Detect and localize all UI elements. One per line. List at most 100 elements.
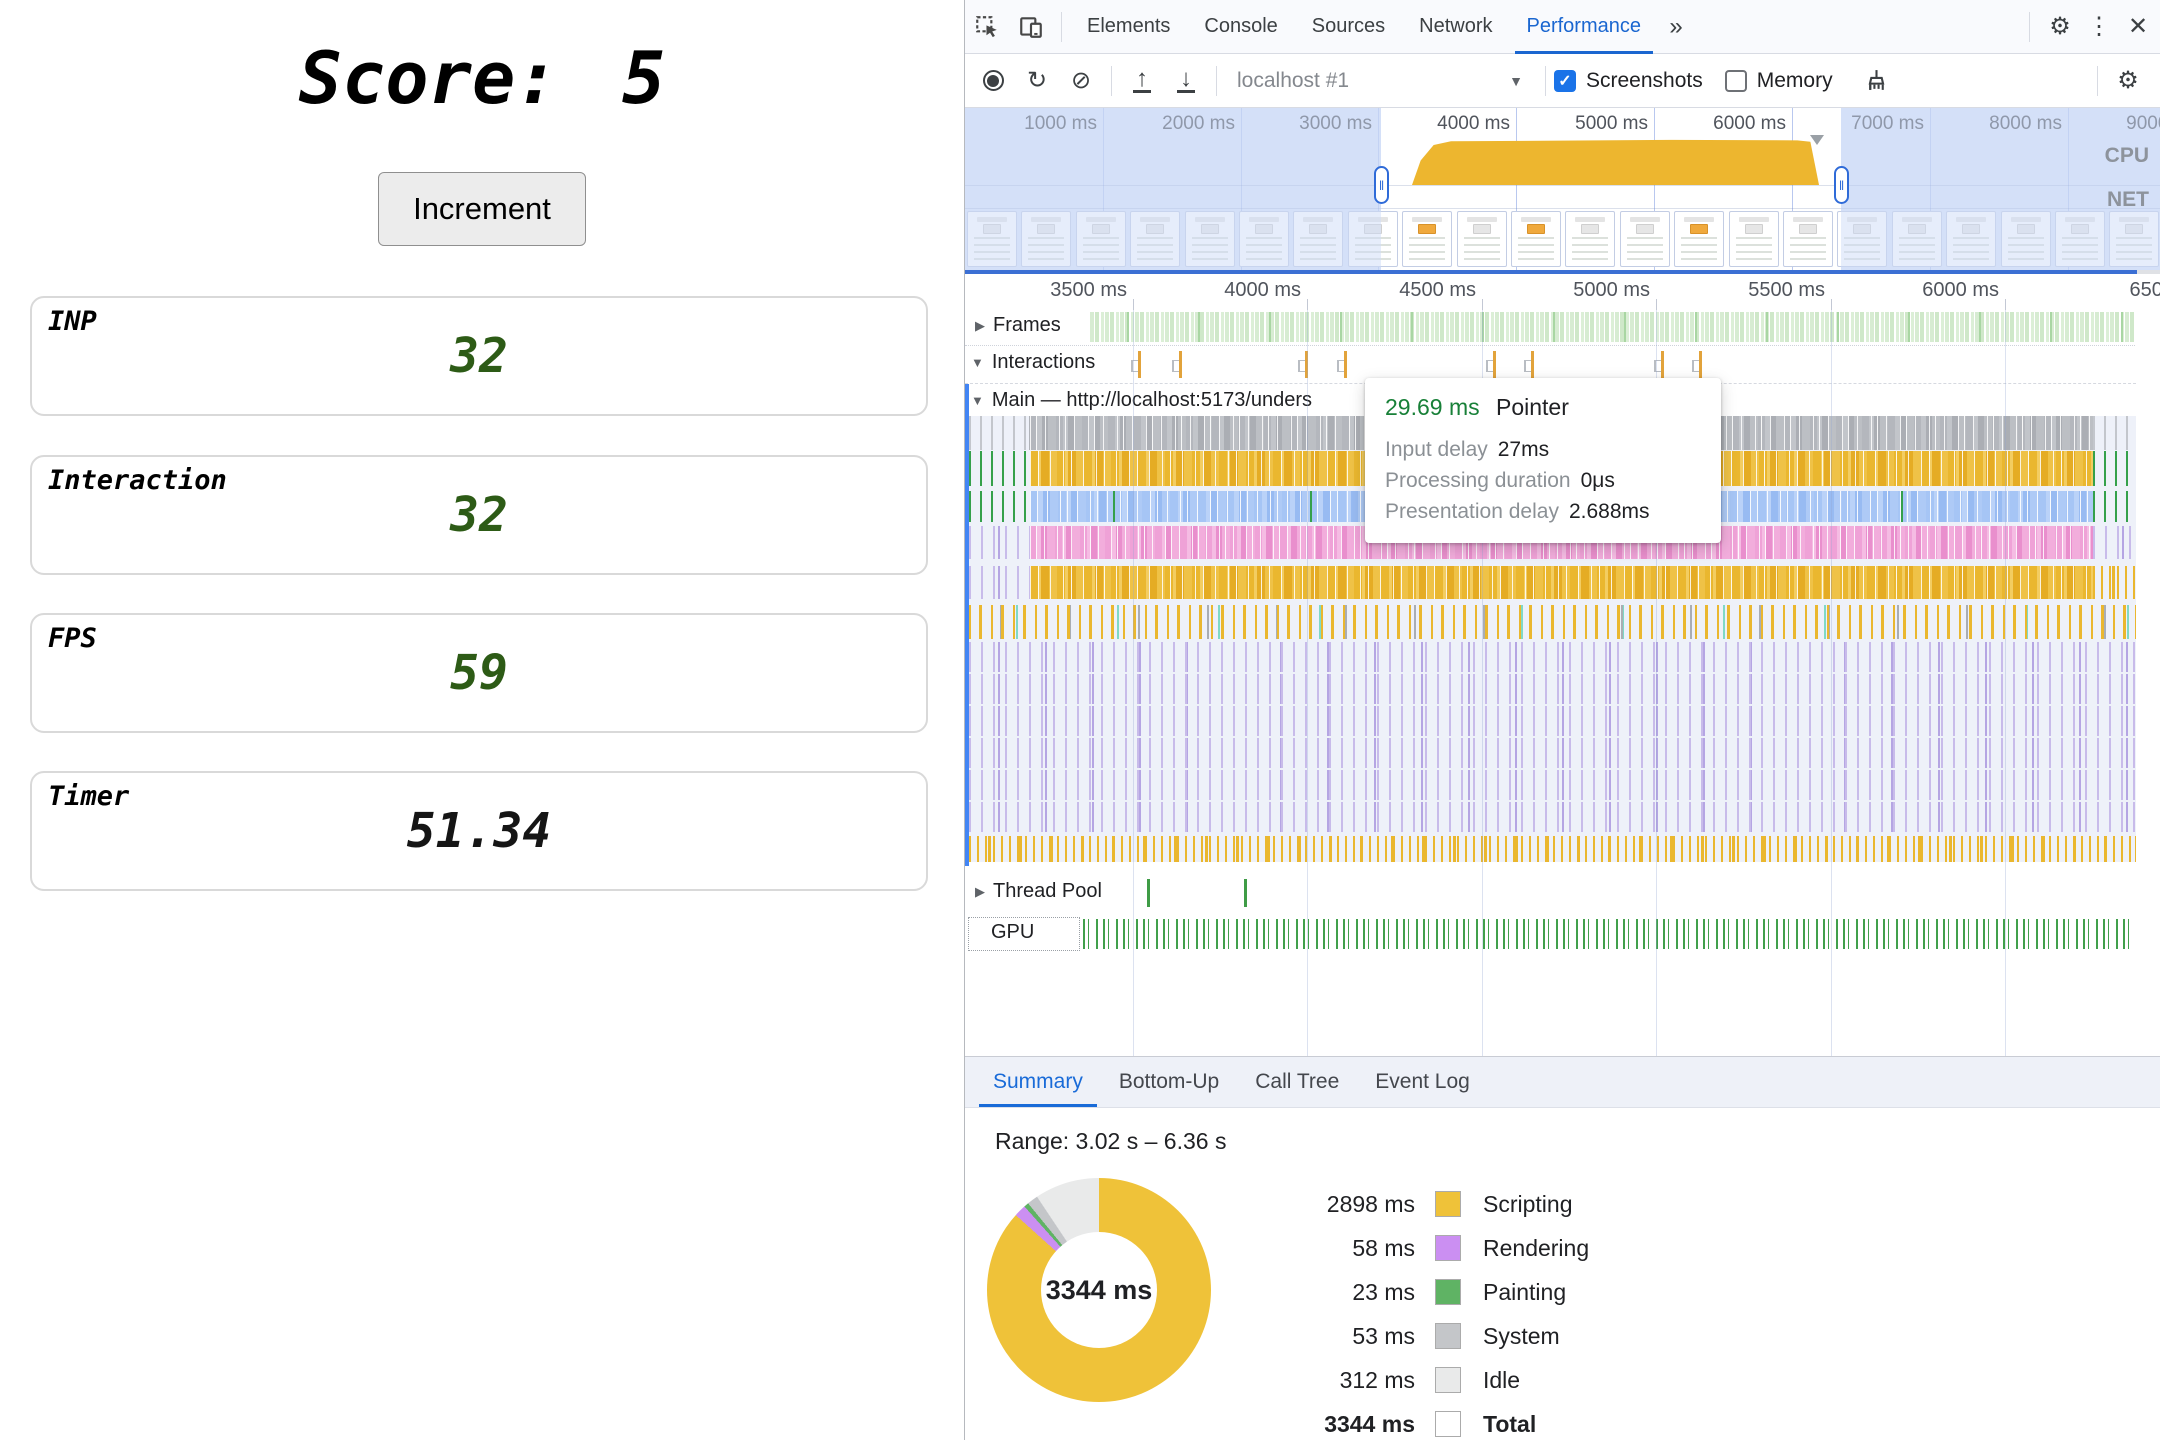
bottom-tab-summary[interactable]: Summary <box>975 1057 1101 1107</box>
load-profile-icon[interactable]: ↑ <box>1120 59 1164 103</box>
legend-label: Scripting <box>1483 1190 1573 1217</box>
main-track-label: Main — http://localhost:5173/unders <box>991 388 1313 411</box>
interaction-marker[interactable] <box>1337 351 1347 378</box>
interaction-marker[interactable] <box>1654 351 1664 378</box>
frames-track-header[interactable]: ▶ Frames <box>973 314 1069 337</box>
tab-console[interactable]: Console <box>1204 15 1278 37</box>
tab-performance[interactable]: Performance <box>1510 0 1659 54</box>
thread-pool-track[interactable]: ▶ Thread Pool <box>965 875 2160 912</box>
legend-swatch <box>1435 1191 1461 1217</box>
kebab-menu-icon[interactable]: ⋮ <box>2087 13 2111 40</box>
inspect-element-icon[interactable] <box>965 5 1009 49</box>
metric-label: Timer <box>48 781 130 812</box>
filmstrip-thumbnail[interactable] <box>1619 211 1670 267</box>
checkbox-unchecked-icon[interactable] <box>1724 69 1747 92</box>
history-select-value: localhost #1 <box>1237 68 1350 92</box>
history-select[interactable]: localhost #1 ▼ <box>1225 69 1537 93</box>
filmstrip-thumbnail[interactable] <box>1728 211 1779 267</box>
save-profile-icon[interactable]: ↓ <box>1164 59 1208 103</box>
detail-gridline <box>1133 310 1134 1056</box>
detail-tick <box>1656 299 1657 310</box>
bottom-tab-call-tree[interactable]: Call Tree <box>1255 1070 1340 1093</box>
main-track-header[interactable]: ▼ Main — http://localhost:5173/unders <box>969 384 1369 416</box>
bottom-tab-bottom-up[interactable]: Bottom-Up <box>1118 1070 1220 1093</box>
main-flame-chart[interactable] <box>969 416 2160 862</box>
interaction-marker[interactable] <box>1298 351 1308 378</box>
more-tabs-icon[interactable]: » <box>1669 12 1683 40</box>
thread-pool-header[interactable]: ▶ Thread Pool <box>973 880 1102 903</box>
record-icon[interactable] <box>971 59 1015 103</box>
frames-activity <box>1090 312 2136 342</box>
interaction-marker[interactable] <box>1692 351 1702 378</box>
interaction-whisker-icon <box>1337 360 1344 372</box>
checkbox-checked-icon[interactable]: ✓ <box>1554 69 1576 92</box>
flame-row-timers <box>969 706 2160 736</box>
legend-row: 2898 ms Scripting <box>1245 1182 1665 1226</box>
metric-label: Interaction <box>48 465 227 496</box>
overview-tick-label: 6000 ms <box>1713 113 1786 134</box>
clear-recording-icon[interactable]: ⊘ <box>1070 67 1092 94</box>
thread-pool-task <box>1244 879 1247 907</box>
reload-and-record-icon[interactable]: ↻ <box>1026 67 1048 94</box>
interaction-marker[interactable] <box>1524 351 1534 378</box>
overview-dim-left <box>965 108 1381 270</box>
main-thread-track[interactable]: ▼ Main — http://localhost:5173/unders <box>965 384 2160 866</box>
selection-handle-right[interactable]: ‖ <box>1834 166 1849 204</box>
filmstrip-thumbnail[interactable] <box>1783 211 1833 267</box>
gpu-label[interactable]: GPU <box>991 921 1035 943</box>
increment-button[interactable]: Increment <box>378 172 586 246</box>
detail-tick-label: 6500 <box>2129 279 2160 301</box>
expanded-triangle-icon[interactable]: ▼ <box>971 392 984 408</box>
legend-swatch <box>1435 1411 1461 1437</box>
divider <box>1111 65 1112 96</box>
settings-gear-icon[interactable]: ⚙ <box>2049 13 2071 40</box>
tab-network[interactable]: Network <box>1419 15 1493 37</box>
overview-dim-right <box>1841 108 2160 270</box>
filmstrip-thumbnail[interactable] <box>1402 211 1453 267</box>
legend-row: 23 ms Painting <box>1245 1270 1665 1314</box>
filmstrip-thumbnail[interactable] <box>1674 211 1725 267</box>
legend-value: 23 ms <box>1352 1278 1415 1305</box>
app-page: Score: 5 Increment INP 32 Interaction 32 FPS… <box>0 0 964 1440</box>
memory-checkbox[interactable]: Memory <box>1724 69 1833 93</box>
collapsed-triangle-icon[interactable]: ▶ <box>975 317 985 333</box>
filmstrip-thumbnail[interactable] <box>1456 211 1507 267</box>
expanded-triangle-icon[interactable]: ▼ <box>971 355 984 370</box>
close-icon[interactable]: ✕ <box>2127 13 2149 40</box>
screenshots-checkbox[interactable]: ✓ Screenshots <box>1554 69 1703 93</box>
bottom-tabbar: Summary Bottom-Up Call Tree Event Log <box>965 1056 2160 1108</box>
detail-tick-label: 5500 ms <box>1748 279 1825 301</box>
tab-elements[interactable]: Elements <box>1087 15 1171 37</box>
device-toolbar-icon[interactable] <box>1009 5 1053 49</box>
interaction-marker[interactable] <box>1172 351 1182 378</box>
capture-settings-gear-icon[interactable]: ⚙ <box>2117 67 2139 94</box>
filmstrip-thumbnail[interactable] <box>1511 211 1561 267</box>
selection-underline <box>965 270 2137 274</box>
interaction-marker[interactable] <box>1486 351 1496 378</box>
devtools-tabs: Elements Console Sources Network Performance <box>1070 0 1658 54</box>
interactions-track-header[interactable]: ▼ Interactions <box>969 351 1095 374</box>
legend-label: System <box>1483 1322 1560 1349</box>
frames-track[interactable]: ▶ Frames <box>965 310 2160 346</box>
metric-value: 51.34 <box>406 803 552 859</box>
gpu-track[interactable]: GPU <box>965 915 2160 953</box>
legend-value: 2898 ms <box>1326 1190 1415 1217</box>
legend-value: 312 ms <box>1339 1366 1415 1393</box>
selection-handle-left[interactable]: ‖ <box>1374 166 1389 204</box>
legend-label: Rendering <box>1483 1234 1590 1261</box>
interaction-marker[interactable] <box>1131 351 1141 378</box>
legend-value: 58 ms <box>1352 1234 1415 1261</box>
bottom-tab-event-log[interactable]: Event Log <box>1375 1070 1470 1093</box>
metric-card-interaction: Interaction 32 <box>30 455 928 575</box>
divider <box>2097 65 2098 96</box>
flame-row-mixed <box>969 605 2160 639</box>
flame-row-timers <box>969 802 2160 832</box>
detail-gridline <box>1482 310 1483 1056</box>
gc-brush-icon[interactable] <box>1855 59 1899 103</box>
tab-sources[interactable]: Sources <box>1311 15 1386 37</box>
scrollbar-gutter[interactable] <box>2136 310 2160 1056</box>
flame-row-function-call <box>969 566 2160 599</box>
filmstrip-thumbnail[interactable] <box>1565 211 1616 267</box>
collapsed-triangle-icon[interactable]: ▶ <box>975 883 985 899</box>
